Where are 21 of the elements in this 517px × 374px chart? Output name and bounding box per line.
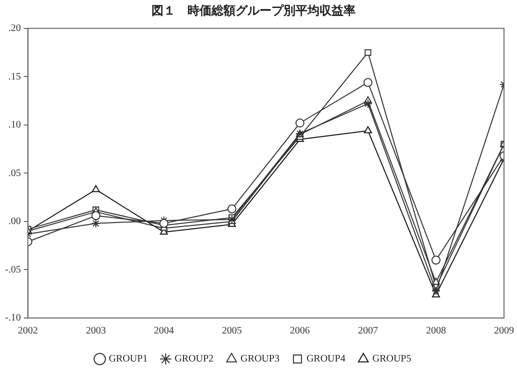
x-tick-label: 2005 [222,326,242,337]
legend-label: GROUP1 [108,354,148,365]
x-tick-label: 2007 [358,326,378,337]
x-tick-label: 2008 [426,326,446,337]
x-tick-label: 2003 [86,326,106,337]
legend-label: GROUP3 [240,354,280,365]
x-tick-label: 2006 [290,326,310,337]
y-tick-label: .10 [8,120,21,131]
legend-label: GROUP4 [306,354,346,365]
y-tick-label: .00 [8,216,21,228]
legend-label: GROUP5 [372,354,412,365]
chart-title: 図１ 時価総額グループ別平均収益率 [152,3,356,18]
legend-label: GROUP2 [174,354,214,365]
x-tick-label: 2009 [494,326,514,337]
x-tick-label: 2002 [18,326,38,337]
y-tick-label: -.05 [4,264,21,276]
x-tick-label: 2004 [154,326,174,337]
y-tick-label: .15 [8,71,21,82]
y-tick-label: .05 [8,168,21,179]
y-tick-label: -.10 [4,312,21,324]
y-tick-label: .20 [8,23,21,34]
